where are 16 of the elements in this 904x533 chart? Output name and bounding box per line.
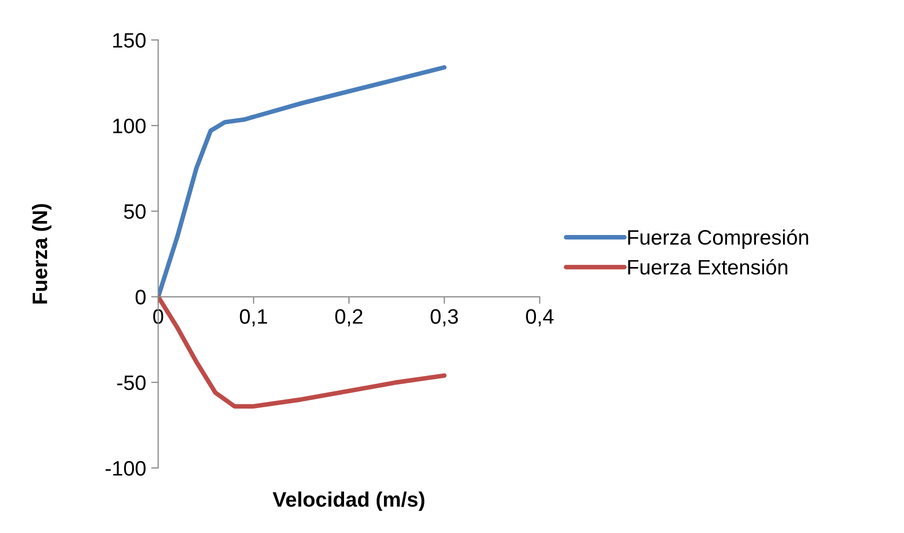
legend-label: Fuerza Compresión [628, 229, 808, 249]
x-tick-label: 0,3 [430, 309, 458, 326]
y-tick-label: 50 [124, 204, 146, 219]
y-tick-label: 0 [136, 290, 146, 305]
x-axis-title: Velocidad (m/s) [272, 492, 424, 511]
y-tick-label: -100 [106, 460, 146, 476]
y-tick-label: -50 [117, 375, 146, 390]
legend-label: Fuerza Extensión [628, 259, 788, 275]
y-axis-title: Fuerza (N) [32, 204, 52, 304]
y-tick-label: 100 [113, 118, 146, 134]
line-series [158, 65, 447, 299]
x-tick-label: 0,2 [335, 309, 362, 326]
x-tick-label: 0,4 [526, 309, 554, 326]
y-tick-label: 150 [113, 32, 146, 48]
x-tick-label: 0 [153, 309, 164, 324]
x-tick-label: 0,1 [240, 309, 268, 326]
